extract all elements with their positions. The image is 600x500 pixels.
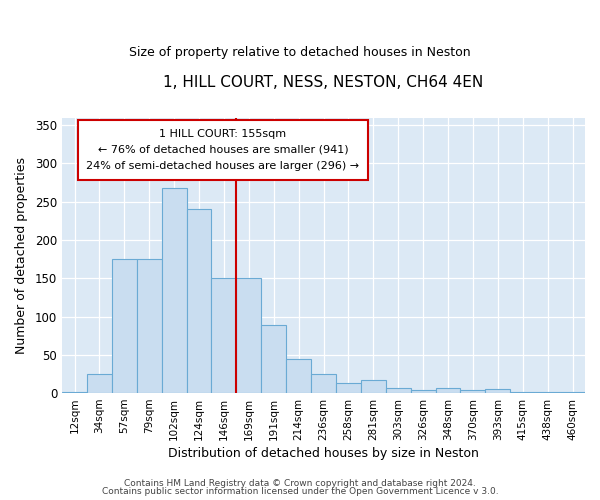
Text: 1 HILL COURT: 155sqm
← 76% of detached houses are smaller (941)
24% of semi-deta: 1 HILL COURT: 155sqm ← 76% of detached h… <box>86 130 359 170</box>
Bar <box>410 390 436 393</box>
Y-axis label: Number of detached properties: Number of detached properties <box>15 157 28 354</box>
Bar <box>161 188 187 393</box>
Text: Size of property relative to detached houses in Neston: Size of property relative to detached ho… <box>129 46 471 59</box>
Bar <box>211 278 236 393</box>
Bar <box>336 383 361 393</box>
Bar <box>187 210 211 393</box>
Bar <box>62 392 87 393</box>
Bar <box>386 388 410 393</box>
Bar <box>311 374 336 393</box>
FancyBboxPatch shape <box>78 120 368 180</box>
Bar <box>236 278 261 393</box>
Title: 1, HILL COURT, NESS, NESTON, CH64 4EN: 1, HILL COURT, NESS, NESTON, CH64 4EN <box>163 75 484 90</box>
Bar <box>485 389 510 393</box>
Bar <box>87 374 112 393</box>
Bar <box>460 390 485 393</box>
Bar <box>286 358 311 393</box>
X-axis label: Distribution of detached houses by size in Neston: Distribution of detached houses by size … <box>168 447 479 460</box>
Bar <box>261 325 286 393</box>
Bar <box>535 392 560 393</box>
Text: Contains HM Land Registry data © Crown copyright and database right 2024.: Contains HM Land Registry data © Crown c… <box>124 478 476 488</box>
Text: Contains public sector information licensed under the Open Government Licence v : Contains public sector information licen… <box>101 487 499 496</box>
Bar <box>510 392 535 393</box>
Bar <box>436 388 460 393</box>
Bar <box>112 259 137 393</box>
Bar <box>137 259 161 393</box>
Bar <box>361 380 386 393</box>
Bar <box>560 392 585 393</box>
